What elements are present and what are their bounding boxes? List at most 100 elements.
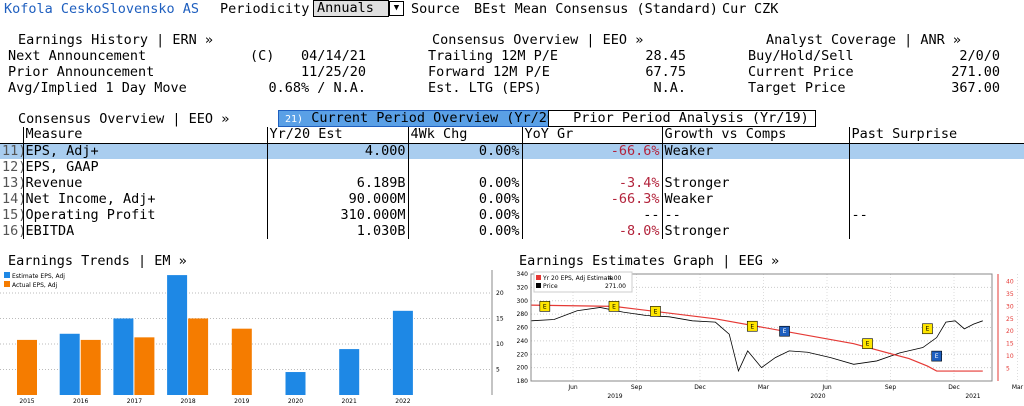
avg-move-value: 0.68% / N.A. [268,80,366,96]
currency-value[interactable]: CZK [754,1,779,17]
row-number-header [0,127,24,144]
change-cell: 0.00% [408,223,523,239]
bar-actual [231,328,252,395]
x-tick-label: 2022 [395,398,410,405]
comps-cell: Weaker [662,191,850,207]
row-number: 15) [0,207,24,223]
estimates-graph-title[interactable]: Earnings Estimates Graph | EEG » [519,253,780,269]
measure-cell[interactable]: Operating Profit [23,207,268,223]
row-number: 14) [0,191,24,207]
chevron-down-icon[interactable]: ▼ [389,1,404,16]
estimate-revision-glyph: E [935,353,939,360]
row-number: 12) [0,159,24,175]
y-tick-label: 5 [496,366,500,373]
trailing-pe-value: 28.45 [645,48,686,64]
yoy-cell [522,159,663,175]
forward-pe-value: 67.75 [645,64,686,80]
earnings-announcement-glyph: E [750,323,754,330]
left-tick-label: 280 [517,311,529,318]
table-row[interactable]: 16) EBITDA 1.030B 0.00% -8.0% Stronger [0,223,1024,239]
surprise-cell [849,223,1024,239]
earnings-announcement-icon [862,338,873,349]
consensus-overview-title[interactable]: Consensus Overview | EEO » [432,32,644,48]
estimate-cell [267,159,409,175]
x-year-label: 2021 [965,393,980,400]
x-month-label: Jun [567,384,578,391]
estimate-cell: 310.000M [267,207,409,223]
measure-cell[interactable]: EPS, GAAP [23,159,268,175]
bar-estimate [167,275,188,395]
est-ltg-value: N.A. [653,80,686,96]
table-row[interactable]: 15) Operating Profit 310.000M 0.00% -- -… [0,207,1024,223]
growth-vs-comps-header[interactable]: Growth vs Comps [662,127,850,144]
measure-cell[interactable]: EBITDA [23,223,268,239]
current-price-label: Current Price [748,64,854,80]
yoy-cell: -66.6% [522,143,663,159]
source-value[interactable]: BEst Mean Consensus (Standard) [474,1,718,17]
tab-prior-period-number: 22) [555,114,574,125]
left-tick-label: 300 [517,298,529,305]
change-cell: 0.00% [408,143,523,159]
estimates-graph-axes: 180 200 220 240 260 280 300 320 340 5 10 15 20 25 30 35… [517,271,1024,400]
table-row[interactable]: 13) Revenue 6.189B 0.00% -3.4% Stronger [0,175,1024,191]
estimate-line [530,304,983,372]
next-announcement-label: Next Announcement [8,48,147,64]
left-tick-label: 240 [517,338,529,345]
row-number: 13) [0,175,24,191]
bar-actual [134,337,155,395]
trailing-pe-label: Trailing 12M P/E [428,48,559,64]
earnings-announcement-glyph: E [866,341,870,348]
earnings-trends-title[interactable]: Earnings Trends | EM » [8,253,187,269]
x-month-label: Dec [694,384,706,391]
prior-announcement-label: Prior Announcement [8,64,155,80]
measure-header[interactable]: Measure [23,127,268,144]
past-surprise-header[interactable]: Past Surprise [849,127,1024,144]
right-tick-label: 5 [1006,366,1010,373]
earnings-history-title[interactable]: Earnings History | ERN » [18,32,214,48]
legend-label-price: Price [543,283,558,290]
legend-swatch-actual [4,281,10,287]
periodicity-select[interactable]: Annuals [313,0,389,17]
estimates-graph-markers: E E E E E E E E [539,301,942,362]
earnings-trends-bars [17,275,413,395]
table-row[interactable]: 12) EPS, GAAP [0,159,1024,175]
estimate-header[interactable]: Yr/20 Est [267,127,409,144]
four-week-change-header[interactable]: 4Wk Chg [408,127,523,144]
comps-cell: Weaker [662,143,850,159]
comps-cell: Stronger [662,175,850,191]
earnings-announcement-icon [608,301,620,312]
yoy-cell: -- [522,207,663,223]
x-year-label: 2019 [607,393,622,400]
left-tick-label: 200 [517,365,529,372]
consensus-section-title[interactable]: Consensus Overview | EEO » [18,111,230,127]
tab-prior-period-label: Prior Period Analysis (Yr/19) [573,110,809,126]
earnings-announcement-glyph: E [654,308,658,315]
measure-cell[interactable]: Revenue [23,175,268,191]
y-tick-label: 15 [496,315,504,322]
estimates-graph-legend: Yr 20 EPS, Adj Estimate 4.00 Price 271.0… [533,271,633,293]
right-tick-label: 30 [1006,303,1014,310]
tab-current-period[interactable]: 21) Current Period Overview (Yr/20) [278,110,571,127]
x-month-label: Sep [631,384,643,391]
table-row[interactable]: 14) Net Income, Adj+ 90.000M 0.00% -66.3… [0,191,1024,207]
tab-prior-period[interactable]: 22)Prior Period Analysis (Yr/19) [548,110,816,127]
analyst-coverage-title[interactable]: Analyst Coverage | ANR » [766,32,962,48]
comps-cell [662,159,850,175]
estimate-revision-glyph: E [783,328,787,335]
right-tick-label: 15 [1006,341,1014,348]
yoy-growth-header[interactable]: YoY Gr [522,127,663,144]
price-line [530,307,983,373]
table-row[interactable]: 11) EPS, Adj+ 4.000 0.00% -66.6% Weaker [0,143,1024,159]
bar-estimate [339,349,360,395]
bar-estimate [392,310,413,395]
right-tick-label: 20 [1006,328,1014,335]
row-number: 16) [0,223,24,239]
avg-move-label: Avg/Implied 1 Day Move [8,80,187,96]
left-tick-label: 320 [517,284,529,291]
measure-cell[interactable]: EPS, Adj+ [23,143,268,159]
measure-cell[interactable]: Net Income, Adj+ [23,191,268,207]
change-cell: 0.00% [408,207,523,223]
legend-swatch-price [536,283,541,288]
